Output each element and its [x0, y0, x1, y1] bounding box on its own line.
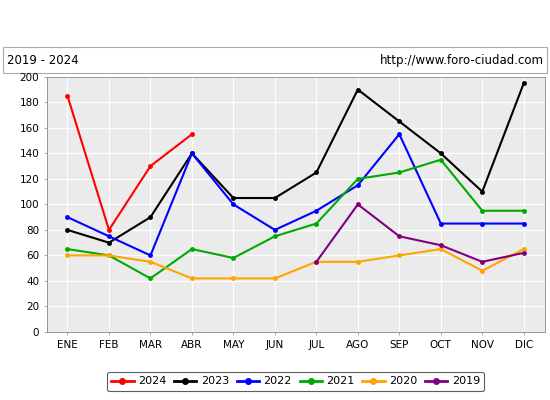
- Legend: 2024, 2023, 2022, 2021, 2020, 2019: 2024, 2023, 2022, 2021, 2020, 2019: [107, 372, 485, 391]
- Text: 2019 - 2024: 2019 - 2024: [7, 54, 78, 67]
- Text: http://www.foro-ciudad.com: http://www.foro-ciudad.com: [379, 54, 543, 67]
- Text: Evolucion Nº Turistas Extranjeros en el municipio de Higuera la Real: Evolucion Nº Turistas Extranjeros en el …: [26, 16, 524, 30]
